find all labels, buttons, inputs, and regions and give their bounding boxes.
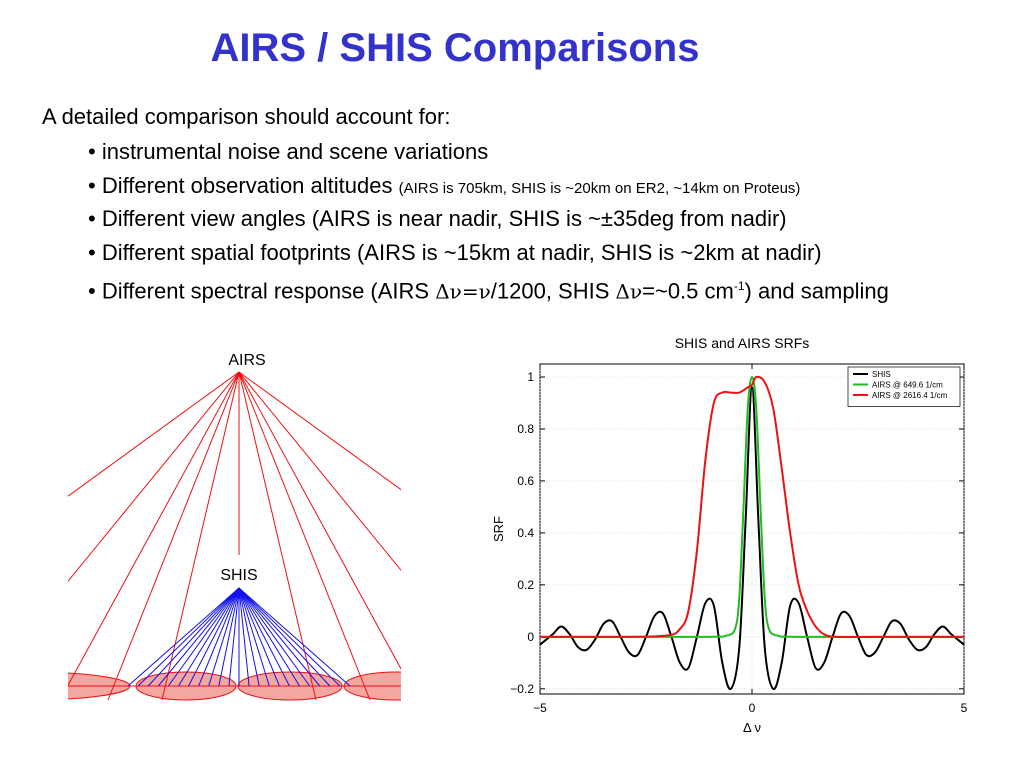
shis-ray	[157, 587, 240, 687]
viewing-geometry-diagram: AIRS SHIS	[68, 352, 401, 701]
delta-nu-symbol: Δν=ν	[435, 279, 491, 304]
x-tick-label: −5	[533, 701, 547, 715]
shis-ray	[238, 587, 300, 687]
bullet-text: • instrumental noise and scene variation…	[88, 139, 489, 164]
series-lines	[539, 375, 965, 691]
shis-ray	[238, 587, 290, 687]
y-tick-label: 0.2	[517, 578, 534, 592]
x-axis-ticks: −5 0 5	[533, 364, 968, 715]
shis-ray	[238, 587, 260, 687]
shis-ray	[238, 587, 280, 687]
airs-ray	[238, 371, 401, 491]
airs-label: AIRS	[228, 352, 265, 369]
legend-label: SHIS	[872, 370, 891, 379]
airs-ray	[68, 371, 240, 687]
delta-nu-symbol: Δν	[615, 279, 643, 304]
series-line	[540, 375, 964, 638]
x-tick-label: 0	[749, 701, 756, 715]
shis-ray	[147, 587, 240, 687]
airs-ray	[161, 371, 240, 701]
y-tick-label: 0.6	[517, 474, 534, 488]
bullet-text: • Different spatial footprints (AIRS is …	[88, 239, 822, 265]
y-tick-label: 0	[527, 630, 534, 644]
footprint-row	[68, 671, 401, 701]
shis-ray	[238, 587, 341, 687]
airs-view-rays	[68, 371, 401, 701]
grid-lines	[539, 364, 965, 694]
bullet-item: • Different spatial footprints (AIRS is …	[88, 240, 889, 274]
bullet-item: • Different view angles (AIRS is near na…	[88, 206, 889, 240]
airs-ray	[107, 371, 240, 701]
shis-ray	[238, 587, 250, 687]
shis-ray	[238, 587, 321, 687]
x-tick-label: 5	[961, 701, 968, 715]
chart-title: SHIS and AIRS SRFs	[675, 335, 810, 351]
bullet-item: • instrumental noise and scene variation…	[88, 139, 889, 173]
shis-ray	[238, 587, 311, 687]
bullet-text: • Different observation altitudes	[88, 172, 393, 198]
y-tick-label: 0.8	[517, 422, 534, 436]
series-line	[539, 375, 964, 639]
airs-ray	[238, 371, 317, 701]
y-axis-label: SRF	[491, 516, 506, 542]
shis-ray	[208, 587, 240, 687]
bullet-text: =~0.5 cm	[642, 278, 734, 304]
airs-ray	[68, 371, 240, 497]
bullet-note: (AIRS is 705km, SHIS is ~20km on ER2, ~1…	[398, 179, 801, 197]
shis-ray	[238, 587, 351, 687]
legend-label: AIRS @ 2616.4 1/cm	[872, 391, 948, 400]
shis-ray	[238, 587, 331, 687]
shis-ray	[218, 587, 240, 687]
shis-ray	[228, 587, 240, 687]
y-tick-label: 1	[527, 370, 534, 384]
x-axis-label: Δ ν	[743, 720, 761, 735]
shis-ray	[238, 587, 270, 687]
shis-ray	[178, 587, 240, 687]
series-line	[539, 386, 965, 691]
y-tick-label: 0.4	[517, 526, 534, 540]
shis-label: SHIS	[220, 567, 257, 584]
airs-ray	[238, 371, 401, 670]
shis-ray	[137, 587, 240, 687]
shis-ray	[188, 587, 240, 687]
airs-ray	[238, 371, 371, 701]
bullet-text: ) and sampling	[744, 278, 889, 304]
bullet-text: • Different spectral response (AIRS	[88, 278, 436, 304]
intro-text: A detailed comparison should account for…	[42, 104, 451, 129]
legend-label: AIRS @ 649.6 1/cm	[872, 381, 943, 390]
shis-ray	[167, 587, 240, 687]
shis-ray	[127, 587, 240, 687]
srf-chart: SHIS and AIRS SRFs −0.2 0 0.2 0.4 0.6 0.8 1 −5…	[491, 335, 968, 735]
bullet-text: /1200, SHIS	[490, 278, 616, 304]
airs-ray	[238, 371, 401, 572]
shis-view-rays	[127, 587, 351, 687]
y-axis-ticks: −0.2 0 0.2 0.4 0.6 0.8 1	[510, 370, 964, 696]
bullet-item: • Different observation altitudes (AIRS …	[88, 173, 889, 207]
bullet-list: • instrumental noise and scene variation…	[88, 139, 889, 307]
bullet-text: • Different view angles (AIRS is near na…	[88, 206, 787, 231]
airs-ray	[68, 371, 240, 583]
y-tick-label: −0.2	[510, 682, 534, 696]
bullet-item: • Different spectral response (AIRS Δν=ν…	[88, 273, 889, 307]
unit-superscript: -1	[733, 279, 745, 293]
slide-title: AIRS / SHIS Comparisons	[210, 26, 700, 70]
shis-ray	[198, 587, 240, 687]
